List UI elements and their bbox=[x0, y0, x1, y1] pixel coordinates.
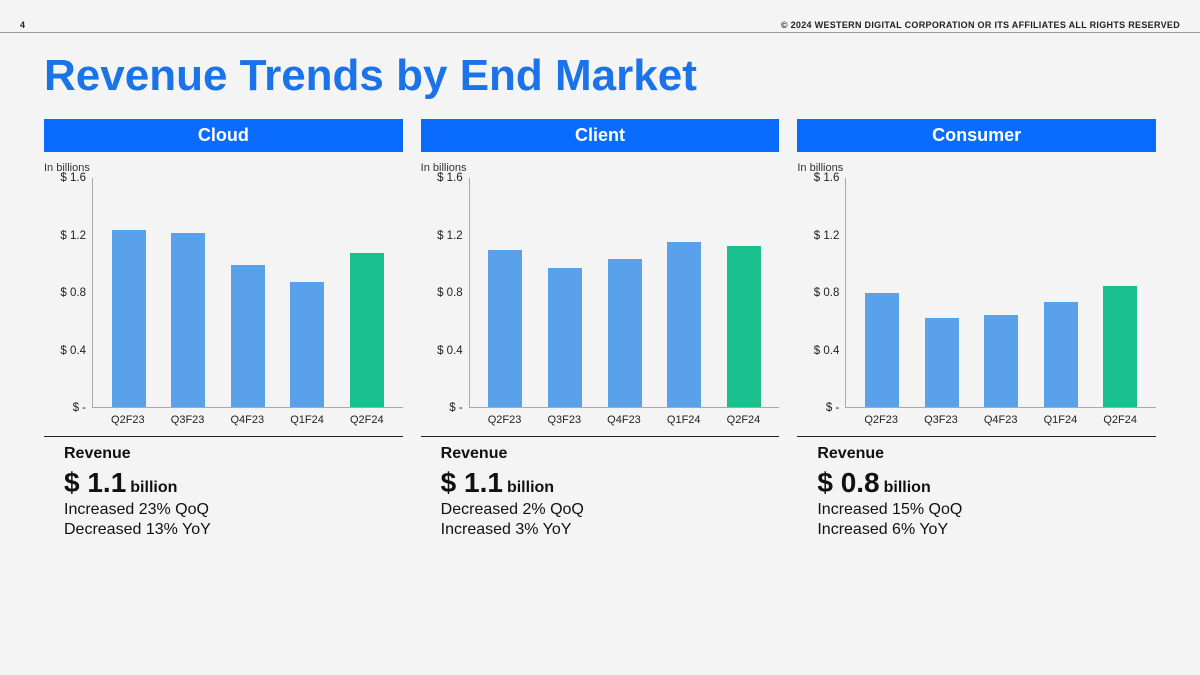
x-label: Q2F24 bbox=[350, 414, 384, 426]
x-label: Q2F23 bbox=[111, 414, 145, 426]
y-tick: $ 0.4 bbox=[60, 345, 86, 357]
delta-yoy: Increased 6% YoY bbox=[817, 521, 1156, 539]
top-bar: 4 © 2024 WESTERN DIGITAL CORPORATION OR … bbox=[0, 0, 1200, 32]
x-axis-labels: Q2F23 Q3F23 Q4F23 Q1F24 Q2F24 bbox=[845, 408, 1156, 426]
panel-cloud: Cloud In billions$ 1.6 $ 1.2 $ 0.8 $ 0.4 $ - Q… bbox=[44, 119, 403, 539]
plot-area bbox=[469, 178, 780, 408]
y-tick: $ 0.8 bbox=[60, 287, 86, 299]
bar-chart: $ 1.6$ 1.2$ 0.8$ 0.4$ - bbox=[797, 178, 1156, 408]
y-tick: $ 1.6 bbox=[60, 172, 86, 184]
bar bbox=[1044, 302, 1078, 407]
bar bbox=[231, 265, 265, 407]
x-label: Q2F23 bbox=[864, 414, 898, 426]
bar bbox=[548, 268, 582, 407]
revenue-value-line: $ 0.8 billion bbox=[817, 467, 1156, 499]
slide-title: Revenue Trends by End Market bbox=[0, 33, 1200, 119]
x-label: Q2F23 bbox=[488, 414, 522, 426]
panels-row: CloudIn billions$ 1.6$ 1.2$ 0.8$ 0.4$ -Q… bbox=[0, 119, 1200, 539]
delta-yoy: Decreased 13% YoY bbox=[64, 521, 403, 539]
y-axis: $ 1.6$ 1.2$ 0.8$ 0.4$ - bbox=[44, 178, 92, 408]
delta-qoq: Increased 15% QoQ bbox=[817, 501, 1156, 519]
y-tick: $ 0.8 bbox=[814, 287, 840, 299]
bar-chart: $ 1.6$ 1.2$ 0.8$ 0.4$ - bbox=[421, 178, 780, 408]
y-tick: $ 1.6 bbox=[814, 172, 840, 184]
bar bbox=[608, 259, 642, 407]
panel-header: Client bbox=[421, 119, 780, 152]
bar bbox=[865, 293, 899, 407]
x-axis-labels: Q2F23 Q3F23 Q4F23 Q1F24 Q2F24 bbox=[92, 408, 403, 426]
bar bbox=[112, 230, 146, 407]
x-label: Q3F23 bbox=[547, 414, 581, 426]
revenue-label: Revenue bbox=[441, 445, 780, 463]
x-label: Q2F24 bbox=[726, 414, 760, 426]
y-tick: $ - bbox=[73, 402, 86, 414]
plot-area bbox=[845, 178, 1156, 408]
bars bbox=[93, 178, 403, 407]
y-axis: $ 1.6$ 1.2$ 0.8$ 0.4$ - bbox=[421, 178, 469, 408]
panel-header: Consumer bbox=[797, 119, 1156, 152]
plot-area bbox=[92, 178, 403, 408]
x-label: Q4F23 bbox=[230, 414, 264, 426]
bar bbox=[984, 315, 1018, 407]
revenue-value: $ 0.8 bbox=[817, 467, 879, 498]
bar bbox=[1103, 286, 1137, 407]
y-tick: $ 0.4 bbox=[814, 345, 840, 357]
panel-consumer: Consumer In billions$ 1.6 $ 1.2 $ 0.8 $ 0.4 $… bbox=[797, 119, 1156, 539]
panel-rule bbox=[797, 436, 1156, 437]
panel-client: Client In billions$ 1.6 $ 1.2 $ 0.8 $ 0.4 $ -… bbox=[421, 119, 780, 539]
panel-header: Cloud bbox=[44, 119, 403, 152]
y-tick: $ 0.8 bbox=[437, 287, 463, 299]
panel-stats: Revenue $ 1.1billion Decreased 2% QoQ Incre… bbox=[421, 445, 780, 539]
y-tick: $ 1.6 bbox=[437, 172, 463, 184]
y-tick: $ - bbox=[826, 402, 839, 414]
bar bbox=[488, 250, 522, 407]
revenue-value: $ 1.1 bbox=[441, 467, 503, 498]
revenue-unit: billion bbox=[507, 479, 554, 496]
revenue-value-line: $ 1.1billion bbox=[64, 467, 403, 499]
y-tick: $ - bbox=[449, 402, 462, 414]
y-axis-unit: In billions bbox=[797, 162, 1156, 174]
bar-chart: $ 1.6$ 1.2$ 0.8$ 0.4$ - bbox=[44, 178, 403, 408]
y-axis-unit: In billions bbox=[421, 162, 780, 174]
delta-qoq: Increased 23% QoQ bbox=[64, 501, 403, 519]
y-tick: $ 1.2 bbox=[814, 230, 840, 242]
bar bbox=[727, 246, 761, 407]
panel-rule bbox=[421, 436, 780, 437]
delta-yoy: Increased 3% YoY bbox=[441, 521, 780, 539]
x-label: Q4F23 bbox=[607, 414, 641, 426]
x-label: Q2F24 bbox=[1103, 414, 1137, 426]
x-label: Q3F23 bbox=[924, 414, 958, 426]
x-label: Q1F24 bbox=[290, 414, 324, 426]
bars bbox=[846, 178, 1156, 407]
bars bbox=[470, 178, 780, 407]
revenue-value: $ 1.1 bbox=[64, 467, 126, 498]
revenue-unit: billion bbox=[884, 479, 931, 496]
revenue-label: Revenue bbox=[64, 445, 403, 463]
revenue-value-line: $ 1.1billion bbox=[441, 467, 780, 499]
revenue-unit: billion bbox=[130, 479, 177, 496]
bar bbox=[667, 242, 701, 407]
x-label: Q1F24 bbox=[667, 414, 701, 426]
panel-stats: Revenue $ 0.8 billion Increased 15% QoQ Incr… bbox=[797, 445, 1156, 539]
y-tick: $ 1.2 bbox=[60, 230, 86, 242]
delta-qoq: Decreased 2% QoQ bbox=[441, 501, 780, 519]
bar bbox=[350, 253, 384, 407]
revenue-label: Revenue bbox=[817, 445, 1156, 463]
x-label: Q1F24 bbox=[1043, 414, 1077, 426]
copyright-text: © 2024 WESTERN DIGITAL CORPORATION OR IT… bbox=[781, 20, 1180, 30]
y-axis: $ 1.6$ 1.2$ 0.8$ 0.4$ - bbox=[797, 178, 845, 408]
x-axis-labels: Q2F23 Q3F23 Q4F23 Q1F24 Q2F24 bbox=[469, 408, 780, 426]
panel-stats: Revenue $ 1.1billion Increased 23% QoQ Decr… bbox=[44, 445, 403, 539]
bar bbox=[925, 318, 959, 407]
panel-rule bbox=[44, 436, 403, 437]
bar bbox=[290, 282, 324, 407]
page-number: 4 bbox=[20, 20, 25, 30]
y-tick: $ 0.4 bbox=[437, 345, 463, 357]
x-label: Q3F23 bbox=[171, 414, 205, 426]
x-label: Q4F23 bbox=[984, 414, 1018, 426]
y-tick: $ 1.2 bbox=[437, 230, 463, 242]
y-axis-unit: In billions bbox=[44, 162, 403, 174]
bar bbox=[171, 233, 205, 407]
